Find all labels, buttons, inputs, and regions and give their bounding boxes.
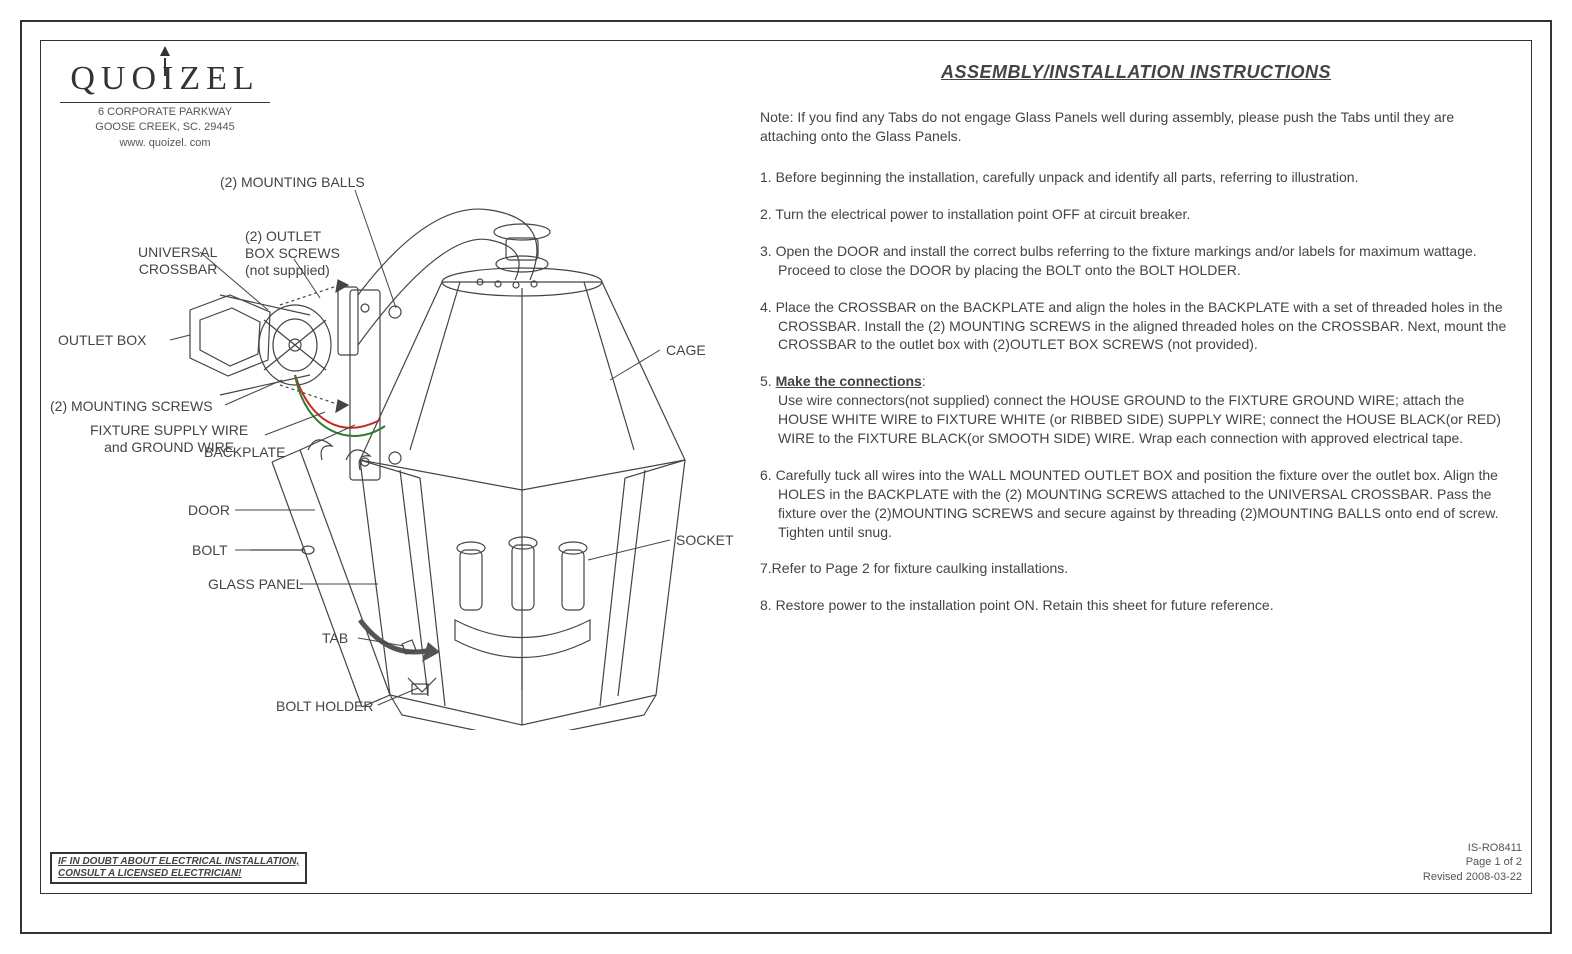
step-6: 6. Carefully tuck all wires into the WAL… [760,466,1512,542]
callout-mounting-balls: (2) MOUNTING BALLS [220,174,365,190]
logo-block: QUOIZEL 6 CORPORATE PARKWAY GOOSE CREEK,… [60,60,270,151]
step-2: 2. Turn the electrical power to installa… [760,205,1512,224]
logo-address-1: 6 CORPORATE PARKWAY [60,105,270,120]
callout-mounting-screws: (2) MOUNTING SCREWS [50,398,213,414]
warning-line-1: IF IN DOUBT ABOUT ELECTRICAL INSTALLATIO… [58,856,299,868]
footer-page: Page 1 of 2 [1423,855,1522,869]
step-1: 1. Before beginning the installation, ca… [760,168,1512,187]
warning-line-2: CONSULT A LICENSED ELECTRICIAN! [58,868,299,880]
callout-bolt-holder: BOLT HOLDER [276,698,374,714]
instructions-title: ASSEMBLY/INSTALLATION INSTRUCTIONS [760,60,1512,84]
callout-bolt: BOLT [192,542,228,558]
callout-cage: CAGE [666,342,706,358]
warning-box: IF IN DOUBT ABOUT ELECTRICAL INSTALLATIO… [50,852,307,884]
logo-text: QUOIZEL [60,60,270,98]
step-5: 5. Make the connections: Use wire connec… [760,372,1512,448]
instructions-block: ASSEMBLY/INSTALLATION INSTRUCTIONS Note:… [760,60,1512,633]
callout-supply-wire-l1: FIXTURE SUPPLY WIRE [90,422,248,439]
callout-backplate: BACKPLATE [204,444,285,460]
callout-outlet-screws: (2) OUTLET BOX SCREWS (not supplied) [245,228,340,278]
callout-outlet-screws-l1: (2) OUTLET [245,228,340,245]
callout-tab: TAB [322,630,348,646]
callout-outlet-screws-l2: BOX SCREWS [245,245,340,262]
page: QUOIZEL 6 CORPORATE PARKWAY GOOSE CREEK,… [0,0,1572,954]
logo-address-2: GOOSE CREEK, SC. 29445 [60,120,270,135]
step-5-underline: Make the connections [776,373,922,389]
step-7: 7.Refer to Page 2 for fixture caulking i… [760,559,1512,578]
logo-website: www. quoizel. com [60,136,270,151]
logo-pin-icon [162,50,168,76]
footer-revised: Revised 2008-03-22 [1423,870,1522,884]
step-5-colon: : [922,373,926,389]
callout-universal-l2: CROSSBAR [138,261,217,278]
callout-door: DOOR [188,502,230,518]
step-3: 3. Open the DOOR and install the correct… [760,242,1512,280]
callout-universal-l1: UNIVERSAL [138,244,217,261]
callout-outlet-box: OUTLET BOX [58,332,146,348]
step-5-body: Use wire connectors(not supplied) connec… [778,392,1501,446]
step-5-prefix: 5. [760,373,776,389]
instructions-note: Note: If you find any Tabs do not engage… [760,108,1512,146]
step-4: 4. Place the CROSSBAR on the BACKPLATE a… [760,298,1512,355]
callout-universal: UNIVERSAL CROSSBAR [138,244,217,278]
logo-address: 6 CORPORATE PARKWAY GOOSE CREEK, SC. 294… [60,102,270,151]
footer-right: IS-RO8411 Page 1 of 2 Revised 2008-03-22 [1423,841,1522,884]
callout-socket: SOCKET [676,532,734,548]
step-8: 8. Restore power to the installation poi… [760,596,1512,615]
footer-doc-id: IS-RO8411 [1423,841,1522,855]
callout-outlet-screws-l3: (not supplied) [245,262,340,279]
fixture-diagram: (2) MOUNTING BALLS (2) OUTLET BOX SCREWS… [50,150,750,730]
callout-glass-panel: GLASS PANEL [208,576,303,592]
